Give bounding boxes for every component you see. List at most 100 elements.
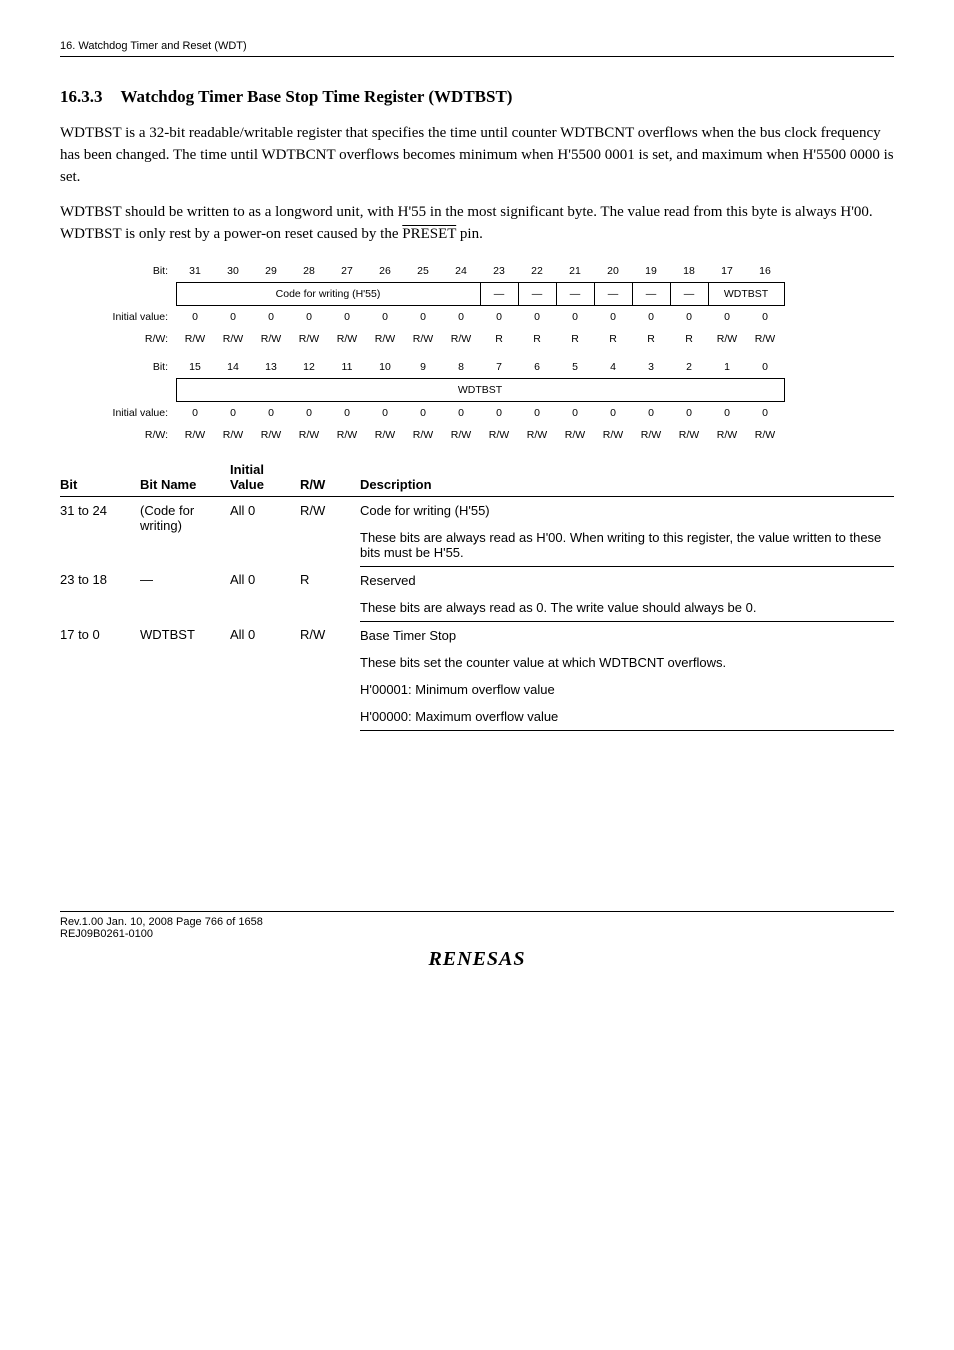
label-bit: Bit: — [100, 260, 176, 283]
preset-signal: PRESET — [402, 226, 456, 242]
bit-num: 27 — [328, 260, 366, 283]
rw: R/W — [176, 328, 214, 350]
bit-num: 21 — [556, 260, 594, 283]
col-desc: Description — [360, 458, 894, 497]
name-row: Code for writing (H'55) — — — — — — WDTB… — [100, 282, 784, 305]
bit-num: 13 — [252, 356, 290, 379]
cell-bit: 31 to 24 — [60, 496, 140, 566]
rw: R/W — [290, 328, 328, 350]
col-rw: R/W — [300, 458, 360, 497]
renesas-logo: RENESAS — [60, 948, 894, 971]
rw: R/W — [290, 424, 328, 446]
iv: 0 — [366, 401, 404, 424]
rw: R/W — [518, 424, 556, 446]
table-row: 17 to 0 WDTBST All 0 R/W Base Timer Stop — [60, 621, 894, 649]
section-heading: 16.3.3Watchdog Timer Base Stop Time Regi… — [60, 87, 894, 107]
bitmap-lower: Bit: 1514131211109876543210 WDTBST Initi… — [100, 356, 785, 446]
cell-bitname: WDTBST — [140, 621, 230, 730]
rw: R/W — [480, 424, 518, 446]
bit-num: 16 — [746, 260, 784, 283]
bit-num: 4 — [594, 356, 632, 379]
rw: R/W — [404, 328, 442, 350]
iv: 0 — [328, 401, 366, 424]
iv: 0 — [556, 401, 594, 424]
iv: 0 — [290, 305, 328, 328]
cell-rw: R — [300, 566, 360, 621]
iv: 0 — [556, 305, 594, 328]
rw: R/W — [366, 424, 404, 446]
bit-num: 2 — [670, 356, 708, 379]
cell-rw: R/W — [300, 496, 360, 566]
cell-desc: H'00000: Maximum overflow value — [360, 703, 894, 731]
bit-num: 0 — [746, 356, 784, 379]
bit-num: 15 — [176, 356, 214, 379]
field-name: WDTBST — [176, 378, 784, 401]
iv: 0 — [480, 305, 518, 328]
bit-num: 23 — [480, 260, 518, 283]
bit-num: 26 — [366, 260, 404, 283]
iv: 0 — [442, 401, 480, 424]
bit-num: 20 — [594, 260, 632, 283]
field-name: — — [670, 282, 708, 305]
rw: R/W — [214, 328, 252, 350]
rw: R/W — [708, 328, 746, 350]
paragraph-2b: pin. — [456, 226, 483, 242]
footer-line-1: Rev.1.00 Jan. 10, 2008 Page 766 of 1658 — [60, 916, 894, 928]
page-footer: Rev.1.00 Jan. 10, 2008 Page 766 of 1658 … — [60, 911, 894, 971]
bit-num: 14 — [214, 356, 252, 379]
bit-num: 11 — [328, 356, 366, 379]
bit-num: 1 — [708, 356, 746, 379]
page-header: 16. Watchdog Timer and Reset (WDT) — [60, 40, 894, 57]
description-table: Bit Bit Name Initial Value R/W Descripti… — [60, 458, 894, 731]
paragraph-2: WDTBST should be written to as a longwor… — [60, 202, 894, 246]
label-iv: Initial value: — [100, 401, 176, 424]
cell-bitname: — — [140, 566, 230, 621]
rw: R/W — [746, 328, 784, 350]
rw-row: R/W: R/WR/WR/WR/WR/WR/WR/WR/WR/WR/WR/WR/… — [100, 424, 784, 446]
iv-row: Initial value: 0000000000000000 — [100, 401, 784, 424]
bit-num: 18 — [670, 260, 708, 283]
iv: 0 — [632, 305, 670, 328]
bit-num: 30 — [214, 260, 252, 283]
cell-desc: These bits set the counter value at whic… — [360, 649, 894, 676]
iv: 0 — [594, 401, 632, 424]
label-iv: Initial value: — [100, 305, 176, 328]
bit-num: 10 — [366, 356, 404, 379]
rw: R/W — [442, 424, 480, 446]
field-name: — — [518, 282, 556, 305]
rw: R/W — [442, 328, 480, 350]
bit-num: 7 — [480, 356, 518, 379]
rw: R/W — [670, 424, 708, 446]
iv: 0 — [442, 305, 480, 328]
label-rw: R/W: — [100, 424, 176, 446]
iv: 0 — [708, 305, 746, 328]
cell-iv: All 0 — [230, 496, 300, 566]
rw: R/W — [746, 424, 784, 446]
iv: 0 — [404, 401, 442, 424]
rw: R — [518, 328, 556, 350]
col-initial: Initial Value — [230, 458, 300, 497]
rw: R/W — [366, 328, 404, 350]
col-bitname: Bit Name — [140, 458, 230, 497]
bit-num: 9 — [404, 356, 442, 379]
rw: R/W — [176, 424, 214, 446]
footer-line-2: REJ09B0261-0100 — [60, 928, 894, 940]
field-name: Code for writing (H'55) — [176, 282, 480, 305]
bit-num: 8 — [442, 356, 480, 379]
iv: 0 — [594, 305, 632, 328]
rw: R/W — [328, 328, 366, 350]
iv: 0 — [176, 305, 214, 328]
rw: R/W — [328, 424, 366, 446]
bit-row: Bit: 31302928272625242322212019181716 — [100, 260, 784, 283]
iv: 0 — [746, 305, 784, 328]
rw-row: R/W: R/WR/WR/WR/WR/WR/WR/WR/WRRRRRRR/WR/… — [100, 328, 784, 350]
rw: R/W — [252, 328, 290, 350]
name-row: WDTBST — [100, 378, 784, 401]
field-name: — — [594, 282, 632, 305]
cell-bit: 17 to 0 — [60, 621, 140, 730]
iv: 0 — [746, 401, 784, 424]
iv: 0 — [252, 305, 290, 328]
iv: 0 — [518, 401, 556, 424]
bitmap-upper: Bit: 31302928272625242322212019181716 Co… — [100, 260, 785, 350]
rw: R — [632, 328, 670, 350]
